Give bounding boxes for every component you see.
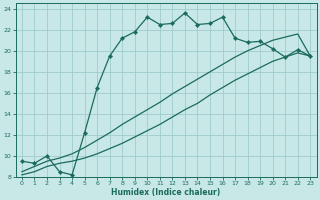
X-axis label: Humidex (Indice chaleur): Humidex (Indice chaleur) [111,188,221,197]
